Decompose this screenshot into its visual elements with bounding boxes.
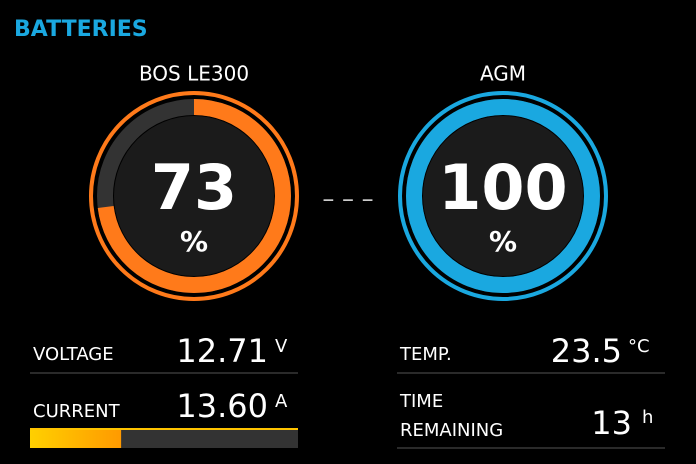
title: BATTERIES bbox=[14, 17, 148, 42]
gauge-face bbox=[423, 116, 583, 276]
stat-value: 12.71 bbox=[176, 332, 268, 370]
current-bar-fill bbox=[30, 430, 122, 448]
gauge-value: 100 bbox=[438, 151, 567, 224]
stat-label: TEMP. bbox=[399, 344, 452, 365]
stat-unit: °C bbox=[628, 336, 650, 357]
gauge-outer-ring bbox=[398, 91, 608, 301]
gauge-level bbox=[406, 99, 600, 293]
gauge-name: BOS LE300 bbox=[139, 62, 249, 86]
stat-value: 13 bbox=[591, 404, 632, 442]
separator: – – – bbox=[322, 185, 373, 213]
stat-value: 23.5 bbox=[551, 332, 622, 370]
stat-unit: h bbox=[642, 407, 653, 428]
stat-unit: A bbox=[275, 391, 288, 412]
stat-label: CURRENT bbox=[33, 401, 121, 422]
stat-unit: V bbox=[275, 336, 288, 357]
stat-label: TIME bbox=[399, 391, 443, 412]
stat-label: VOLTAGE bbox=[33, 344, 114, 365]
gauge-unit: % bbox=[489, 225, 517, 258]
gauge-unit: % bbox=[180, 225, 208, 258]
gauge-name: AGM bbox=[480, 62, 526, 86]
gauge-value: 73 bbox=[151, 151, 237, 224]
stat-label: REMAINING bbox=[400, 420, 503, 441]
gauge-face bbox=[114, 116, 274, 276]
gauge-level bbox=[97, 99, 291, 293]
gauge-outer-ring bbox=[89, 91, 299, 301]
stat-value: 13.60 bbox=[176, 387, 268, 425]
